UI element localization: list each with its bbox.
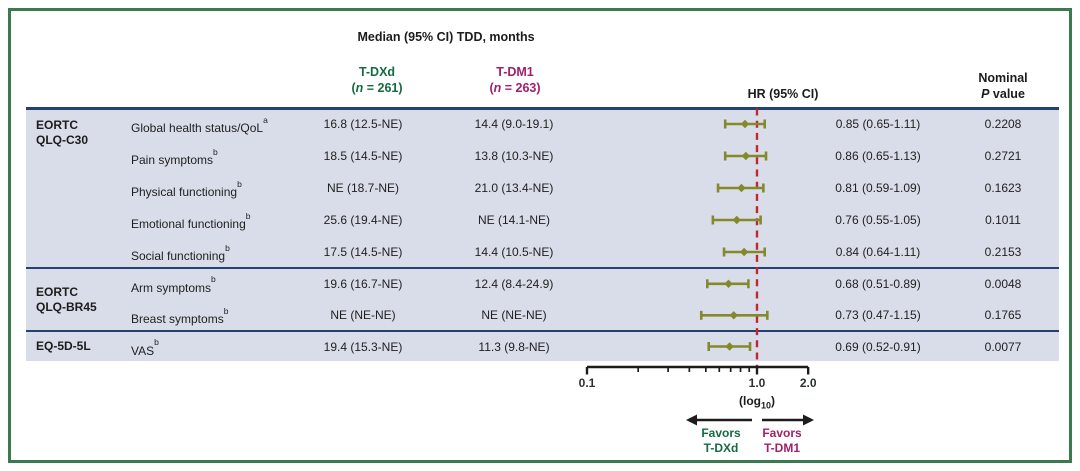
cell-tdxd-median: NE (18.7-NE) bbox=[326, 181, 400, 195]
cell-tdm1-median: 13.8 (10.3-NE) bbox=[474, 149, 554, 163]
column-header-pvalue: Nominal P value bbox=[943, 70, 1063, 102]
group-label: EQ-5D-5L bbox=[36, 339, 91, 353]
hr-point-marker bbox=[732, 215, 741, 225]
cell-hr-ci: 0.81 (0.59-1.09) bbox=[835, 181, 921, 195]
hr-point-marker bbox=[739, 247, 749, 257]
cell-p-value: 0.0048 bbox=[984, 276, 1022, 291]
group-label: EORTC QLQ-C30 bbox=[36, 118, 89, 147]
hr-point-marker bbox=[741, 151, 751, 161]
cell-hr-ci: 0.76 (0.55-1.05) bbox=[835, 213, 921, 227]
cell-tdxd-median: 16.8 (12.5-NE) bbox=[323, 117, 403, 131]
row-measure-label: Emotional functioningb bbox=[131, 210, 251, 232]
cell-hr-ci: 0.84 (0.64-1.11) bbox=[835, 245, 921, 259]
row-measure-label: Breast symptomsb bbox=[131, 305, 229, 327]
cell-tdxd-median: NE (NE-NE) bbox=[330, 308, 396, 323]
row-measure-label: Physical functioningb bbox=[131, 178, 242, 200]
tdxd-name: T-DXd bbox=[358, 65, 396, 79]
favors-tdm1-arrowhead bbox=[803, 414, 814, 426]
axis-tick-label: 0.1 bbox=[578, 376, 596, 390]
column-header-tdxd: T-DXd (n = 261) bbox=[297, 64, 457, 96]
column-header-hr: HR (95% CI) bbox=[747, 87, 819, 101]
cell-tdm1-median: NE (NE-NE) bbox=[481, 308, 547, 323]
row-measure-label: Pain symptomsb bbox=[131, 146, 218, 168]
cell-tdm1-median: 12.4 (8.4-24.9) bbox=[474, 276, 554, 291]
group-label: EORTC QLQ-BR45 bbox=[36, 284, 97, 314]
cell-p-value: 0.0077 bbox=[984, 339, 1022, 354]
cell-p-value: 0.2208 bbox=[984, 117, 1022, 131]
table-background bbox=[26, 109, 1059, 361]
cell-tdxd-median: 25.6 (19.4-NE) bbox=[323, 213, 403, 227]
cell-tdm1-median: 21.0 (13.4-NE) bbox=[474, 181, 554, 195]
cell-tdm1-median: 14.4 (9.0-19.1) bbox=[474, 117, 554, 131]
tdm1-n-count: (n = 263) bbox=[489, 81, 541, 95]
hr-point-marker bbox=[725, 342, 734, 351]
cell-p-value: 0.1623 bbox=[984, 181, 1022, 195]
cell-tdxd-median: 19.4 (15.3-NE) bbox=[323, 339, 403, 354]
figure-title: Median (95% CI) TDD, months bbox=[357, 30, 535, 44]
cell-tdxd-median: 18.5 (14.5-NE) bbox=[323, 149, 403, 163]
hr-point-marker bbox=[740, 119, 750, 129]
favors-tdxd-arrowhead bbox=[686, 414, 697, 426]
hr-point-marker bbox=[729, 311, 738, 320]
cell-tdm1-median: 11.3 (9.8-NE) bbox=[478, 339, 550, 354]
cell-hr-ci: 0.73 (0.47-1.15) bbox=[835, 308, 921, 323]
cell-hr-ci: 0.86 (0.65-1.13) bbox=[835, 149, 921, 163]
tdxd-n-count: (n = 261) bbox=[351, 81, 403, 95]
axis-tick-label: 2.0 bbox=[799, 376, 817, 390]
pvalue-header-line1: Nominal bbox=[978, 71, 1028, 85]
favors-tdxd-label: Favors T-DXd bbox=[701, 426, 741, 455]
pvalue-header-line2: P value bbox=[981, 87, 1025, 101]
cell-tdxd-median: 17.5 (14.5-NE) bbox=[323, 245, 403, 259]
cell-p-value: 0.2153 bbox=[984, 245, 1022, 259]
row-measure-label: Global health status/QoLa bbox=[131, 114, 268, 136]
cell-p-value: 0.2721 bbox=[984, 149, 1022, 163]
cell-p-value: 0.1011 bbox=[985, 213, 1021, 227]
figure-frame bbox=[8, 8, 1072, 463]
table-rule-separator-2 bbox=[26, 329, 1059, 333]
table-rule-separator-1 bbox=[26, 266, 1059, 270]
row-measure-label: VASb bbox=[131, 337, 159, 358]
cell-tdm1-median: NE (14.1-NE) bbox=[477, 213, 551, 227]
tdm1-name: T-DM1 bbox=[496, 65, 534, 79]
cell-tdxd-median: 19.6 (16.7-NE) bbox=[323, 276, 403, 291]
table-rule-top bbox=[26, 106, 1059, 110]
row-measure-label: Social functioningb bbox=[131, 242, 230, 264]
hr-point-marker bbox=[737, 183, 746, 193]
row-measure-label: Arm symptomsb bbox=[131, 274, 216, 295]
cell-hr-ci: 0.85 (0.65-1.11) bbox=[835, 117, 921, 131]
cell-tdm1-median: 14.4 (10.5-NE) bbox=[474, 245, 554, 259]
favors-tdm1-label: Favors T-DM1 bbox=[762, 426, 802, 455]
axis-tick-label: 1.0 bbox=[748, 376, 766, 390]
column-header-tdm1: T-DM1 (n = 263) bbox=[435, 64, 595, 96]
cell-p-value: 0.1765 bbox=[984, 308, 1022, 323]
axis-scale-label: (log10) bbox=[738, 394, 775, 411]
cell-hr-ci: 0.68 (0.51-0.89) bbox=[835, 276, 921, 291]
hr-point-marker bbox=[724, 279, 733, 288]
cell-hr-ci: 0.69 (0.52-0.91) bbox=[835, 339, 921, 354]
